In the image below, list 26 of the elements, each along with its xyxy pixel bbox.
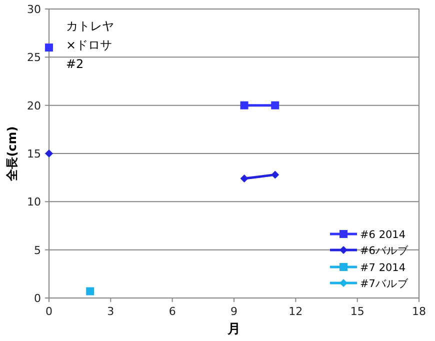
annotation: カトレヤ ×ドロサ #2 bbox=[66, 19, 114, 71]
y-tick-label: 20 bbox=[27, 99, 41, 112]
y-tick-label: 30 bbox=[27, 3, 41, 16]
point bbox=[271, 101, 280, 110]
legend-label: #7 2014 bbox=[360, 262, 406, 274]
x-tick-label: 9 bbox=[230, 305, 238, 318]
point bbox=[240, 101, 248, 110]
x-axis-title: 月 bbox=[226, 322, 240, 337]
y-axis-title: 全長(cm) bbox=[5, 126, 19, 182]
x-tick-label: 12 bbox=[288, 305, 303, 318]
point bbox=[271, 170, 280, 179]
legend-label: #6 2014 bbox=[360, 229, 406, 241]
point bbox=[240, 174, 248, 183]
x-tick-label: 6 bbox=[168, 305, 176, 318]
y-tick-label: 15 bbox=[27, 148, 41, 160]
y-tick-label: 5 bbox=[34, 244, 41, 257]
y-tick-label: 25 bbox=[27, 51, 41, 64]
y-tick-label: 0 bbox=[34, 292, 41, 305]
point bbox=[45, 44, 53, 52]
x-tick-label: 18 bbox=[412, 305, 426, 318]
legend-label: #7バルブ bbox=[360, 277, 410, 290]
y-tick-label: 10 bbox=[27, 196, 41, 209]
x-tick-label: 15 bbox=[350, 305, 364, 318]
x-tick-label: 3 bbox=[107, 305, 114, 318]
legend-label: #6バルブ bbox=[360, 244, 410, 257]
x-tick-label: 0 bbox=[46, 305, 52, 318]
